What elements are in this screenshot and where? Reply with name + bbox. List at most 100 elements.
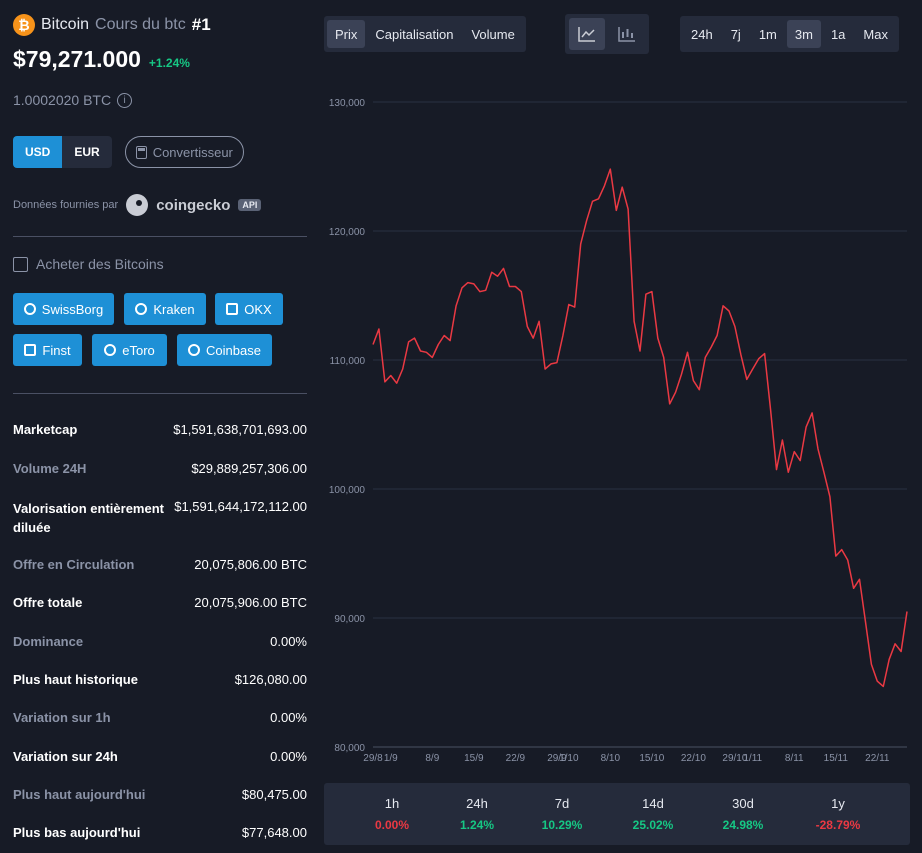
stat-value: $126,080.00 xyxy=(234,672,307,687)
x-tick-label: 15/11 xyxy=(824,753,849,764)
stat-row-marketcap: Marketcap $1,591,638,701,693.00 xyxy=(13,422,307,437)
y-tick-label: 100,000 xyxy=(329,485,366,496)
x-tick-label: 8/10 xyxy=(601,753,621,764)
calculator-icon xyxy=(135,145,147,159)
exchange-swissborg-button[interactable]: SwissBorg xyxy=(13,293,114,325)
currency-usd-button[interactable]: USD xyxy=(13,136,63,168)
stat-value: 0.00% xyxy=(270,634,307,649)
x-tick-label: 22/11 xyxy=(865,753,890,764)
stat-row-low-today: Plus bas aujourd'hui $77,648.00 xyxy=(13,825,307,840)
price-chart[interactable]: 80,000 90,000 100,000 110,000 120,000 130,000… xyxy=(310,80,922,770)
range-1a[interactable]: 1a xyxy=(830,26,846,42)
stat-label: Valorisation entièrement diluée xyxy=(13,501,164,535)
exchange-label: SwissBorg xyxy=(41,301,104,317)
exchange-label: eToro xyxy=(122,342,155,358)
candlestick-icon[interactable] xyxy=(609,18,645,50)
price-change: +1.24% xyxy=(148,56,190,70)
x-tick-label: 22/10 xyxy=(681,753,706,764)
stat-label: Offre totale xyxy=(13,595,83,610)
data-provider: Données fournies par coingecko API xyxy=(13,194,262,216)
stat-value: $1,591,638,701,693.00 xyxy=(173,422,307,437)
x-tick-label: 1/10 xyxy=(559,753,579,764)
x-tick-label: 29/8 xyxy=(363,753,383,764)
tab-prix[interactable]: Prix xyxy=(327,20,366,48)
x-tick-label: 8/9 xyxy=(425,753,439,764)
stat-row-change-1h: Variation sur 1h 0.00% xyxy=(13,710,307,725)
stat-value: 20,075,906.00 BTC xyxy=(194,595,307,610)
btc-value: 1.0002020 BTC xyxy=(13,92,112,108)
x-tick-label: 1/11 xyxy=(743,753,762,764)
perf-label: 1h xyxy=(384,796,400,811)
stat-label: Plus bas aujourd'hui xyxy=(13,825,141,840)
currency-eur-button[interactable]: EUR xyxy=(62,136,112,168)
btc-value-row: 1.0002020 BTC i xyxy=(13,92,133,108)
coin-title: ₿ Bitcoin Cours du btc #1 xyxy=(13,14,211,36)
stat-value: 0.00% xyxy=(270,749,307,764)
buy-title: Acheter des Bitcoins xyxy=(36,256,164,272)
stat-value: $29,889,257,306.00 xyxy=(191,461,307,476)
stat-value: 20,075,806.00 BTC xyxy=(194,557,307,572)
stat-row-fdv: Valorisation entièrement diluée $1,591,6… xyxy=(13,499,307,537)
divider xyxy=(13,393,307,394)
stat-label: Plus haut historique xyxy=(13,672,138,687)
exchange-kraken-button[interactable]: Kraken xyxy=(124,293,206,325)
y-tick-label: 120,000 xyxy=(329,227,366,238)
coin-rank: #1 xyxy=(191,15,211,34)
perf-label: 24h xyxy=(466,796,488,811)
exchange-label: OKX xyxy=(244,301,272,317)
converter-label: Convertisseur xyxy=(152,144,233,160)
coingecko-logo-icon xyxy=(126,194,149,216)
stat-label: Dominance xyxy=(13,634,84,649)
range-1m[interactable]: 1m xyxy=(758,26,777,42)
exchange-finst-button[interactable]: Finst xyxy=(13,334,82,366)
stat-value: $1,591,644,172,112.00 xyxy=(174,499,307,514)
y-tick-label: 110,000 xyxy=(330,356,366,367)
exchange-label: Kraken xyxy=(153,301,195,317)
stat-value: 0.00% xyxy=(270,710,307,725)
stat-value: $77,648.00 xyxy=(241,825,307,840)
stat-row-change-24h: Variation sur 24h 0.00% xyxy=(13,749,307,764)
stat-label: Variation sur 1h xyxy=(13,710,111,725)
stat-row-dominance: Dominance 0.00% xyxy=(13,634,307,649)
stat-row-high-today: Plus haut aujourd'hui $80,475.00 xyxy=(13,787,307,802)
converter-button[interactable]: Convertisseur xyxy=(124,136,244,168)
x-tick-label: 22/9 xyxy=(506,753,526,764)
performance-table: 1h 0.00% 24h 1.24% 7d 10.29% 14d 25.02% … xyxy=(324,783,910,845)
line-chart-icon[interactable] xyxy=(569,18,605,50)
price-row: $79,271.000 +1.24% xyxy=(13,46,190,73)
x-tick-label: 15/9 xyxy=(464,753,484,764)
x-tick-label: 15/10 xyxy=(639,753,664,764)
stat-row-circulating: Offre en Circulation 20,075,806.00 BTC xyxy=(13,557,307,572)
provider-label: Données fournies par xyxy=(13,199,119,211)
tab-capitalisation[interactable]: Capitalisation xyxy=(375,26,454,42)
tab-volume[interactable]: Volume xyxy=(471,26,515,42)
x-tick-label: 29/10 xyxy=(722,753,747,764)
perf-value: 24.98% xyxy=(722,818,764,832)
finst-icon xyxy=(24,344,37,356)
perf-value: 0.00% xyxy=(374,818,410,832)
coin-name: Bitcoin xyxy=(41,16,90,33)
range-24h[interactable]: 24h xyxy=(691,26,713,42)
stat-label: Plus haut aujourd'hui xyxy=(13,787,146,802)
perf-value: 25.02% xyxy=(632,818,674,832)
exchange-label: Coinbase xyxy=(206,342,261,358)
exchange-label: Finst xyxy=(42,342,71,358)
perf-label: 30d xyxy=(732,796,754,811)
x-tick-label: 8/11 xyxy=(785,753,804,764)
provider-name[interactable]: coingecko xyxy=(156,196,231,214)
x-tick-label: 29/9 xyxy=(547,753,567,764)
exchange-etoro-button[interactable]: eToro xyxy=(92,334,167,366)
perf-label: 1y xyxy=(831,796,845,811)
api-badge: API xyxy=(238,199,262,211)
swissborg-icon xyxy=(23,303,36,315)
info-icon[interactable]: i xyxy=(117,92,133,108)
range-max[interactable]: Max xyxy=(863,26,888,42)
exchange-okx-button[interactable]: OKX xyxy=(215,293,283,325)
exchange-coinbase-button[interactable]: Coinbase xyxy=(177,334,272,366)
range-7j[interactable]: 7j xyxy=(730,26,741,42)
range-tabs: 24h 7j 1m 3m 1a Max xyxy=(680,16,899,52)
currency-selector: USD EUR Convertisseur xyxy=(13,136,244,168)
okx-icon xyxy=(226,303,239,315)
range-3m[interactable]: 3m xyxy=(786,20,821,48)
coinbase-icon xyxy=(188,344,201,356)
